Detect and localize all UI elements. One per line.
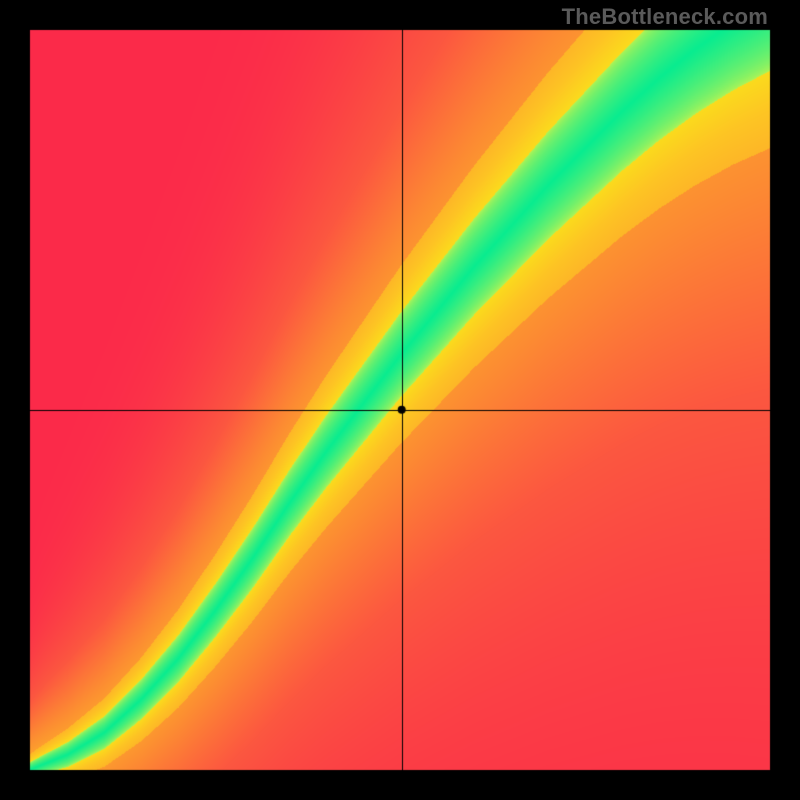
heatmap-canvas [0, 0, 800, 800]
chart-stage: TheBottleneck.com [0, 0, 800, 800]
